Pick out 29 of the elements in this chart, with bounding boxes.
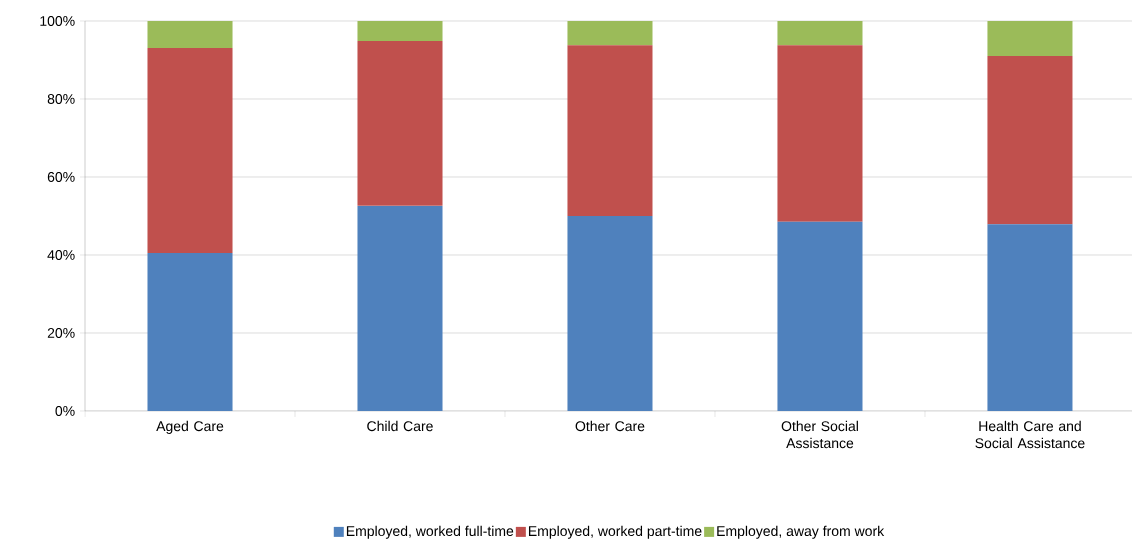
- bar: [567, 21, 653, 46]
- bar: [357, 205, 443, 411]
- y-tick-label: 80%: [47, 94, 75, 104]
- y-tick-label: 40%: [47, 250, 75, 260]
- x-tick-label: Other Care: [575, 420, 645, 432]
- x-tick-label: Aged Care: [156, 420, 224, 434]
- y-tick-label: 0%: [55, 406, 75, 416]
- bar: [987, 56, 1073, 225]
- bar: [147, 253, 233, 411]
- y-tick-label: 100%: [40, 16, 75, 26]
- legend-label: Employed, worked part-time: [528, 525, 702, 539]
- legend-label: Employed, worked full-time: [346, 525, 514, 539]
- bar: [357, 40, 443, 206]
- x-tick-label: Other Social Assistance: [781, 420, 858, 449]
- y-tick-label: 20%: [47, 328, 75, 338]
- bar: [147, 47, 233, 254]
- bar: [777, 45, 863, 222]
- bar: [357, 21, 443, 41]
- x-tick-label: Child Care: [367, 420, 433, 432]
- bar: [987, 21, 1073, 57]
- bar: [987, 224, 1073, 411]
- bar: [777, 21, 863, 46]
- y-tick-label: 60%: [47, 172, 75, 182]
- bar: [567, 45, 653, 216]
- bar: [147, 21, 233, 48]
- legend-label: Employed, away from work: [717, 525, 885, 539]
- x-tick-label: Health Care and Social Assistance: [975, 420, 1085, 449]
- bar: [567, 215, 653, 411]
- bar: [777, 221, 863, 411]
